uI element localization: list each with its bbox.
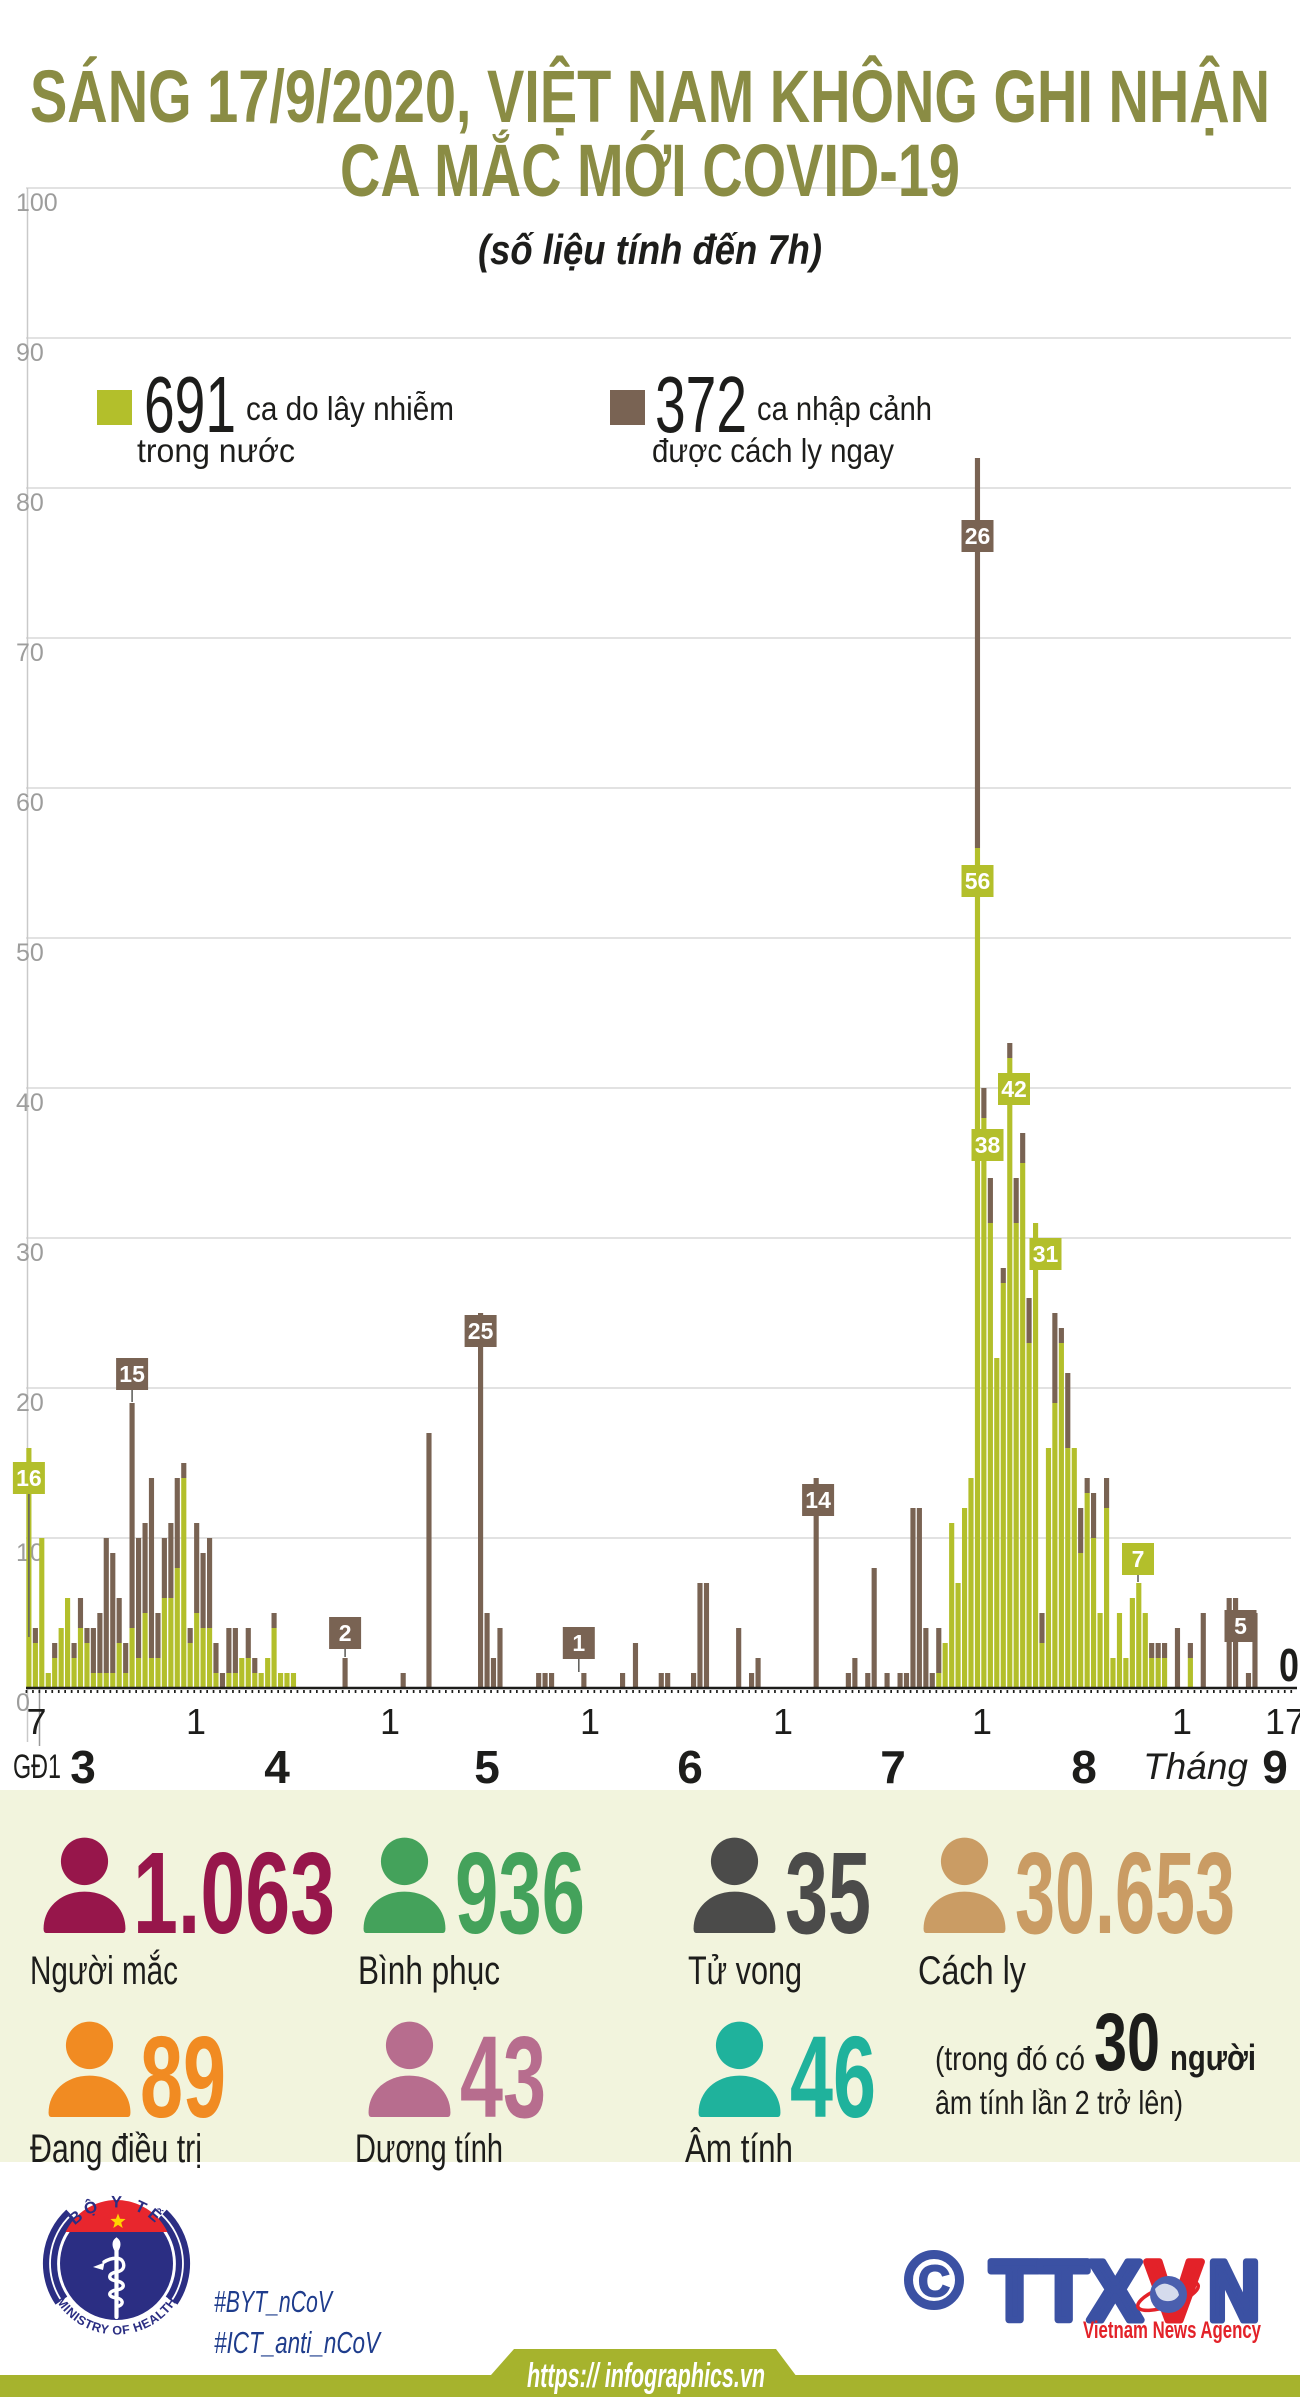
svg-text:6: 6 xyxy=(677,1741,703,1793)
svg-text:30: 30 xyxy=(1094,1997,1160,2088)
svg-text:0: 0 xyxy=(1279,1639,1299,1691)
svg-text:1: 1 xyxy=(972,1701,992,1742)
svg-text:372: 372 xyxy=(655,360,747,449)
svg-text:42: 42 xyxy=(1001,1076,1027,1102)
svg-text:#BYT_nCoV: #BYT_nCoV xyxy=(214,2284,334,2319)
svg-text:Đang điều trị: Đang điều trị xyxy=(30,2127,202,2171)
svg-text:7: 7 xyxy=(1132,1546,1145,1572)
svg-text:1: 1 xyxy=(186,1701,206,1742)
svg-text:89: 89 xyxy=(140,2012,226,2142)
svg-text:46: 46 xyxy=(790,2012,876,2142)
svg-text:SÁNG 17/9/2020, VIỆT NAM KHÔNG: SÁNG 17/9/2020, VIỆT NAM KHÔNG GHI NHẬN xyxy=(30,55,1270,138)
svg-text:43: 43 xyxy=(460,2012,546,2142)
svg-text:Tháng: Tháng xyxy=(1143,1746,1248,1787)
svg-text:1: 1 xyxy=(580,1701,600,1742)
svg-text:936: 936 xyxy=(455,1828,585,1958)
svg-text:1.063: 1.063 xyxy=(133,1828,335,1958)
svg-text:80: 80 xyxy=(16,489,44,517)
svg-text:15: 15 xyxy=(119,1361,145,1387)
svg-text:40: 40 xyxy=(16,1089,44,1117)
svg-text:Vietnam News Agency: Vietnam News Agency xyxy=(1083,2317,1261,2344)
svg-text:17: 17 xyxy=(1265,1701,1300,1742)
svg-text:Âm tính: Âm tính xyxy=(685,2126,793,2171)
svg-text:trong nước: trong nước xyxy=(137,432,295,469)
svg-text:25: 25 xyxy=(468,1318,494,1344)
svg-text:GĐ1: GĐ1 xyxy=(13,1748,61,1786)
svg-text:Người mắc: Người mắc xyxy=(30,1948,178,1993)
svg-text:C: C xyxy=(918,2257,950,2306)
svg-text:0: 0 xyxy=(16,1689,30,1717)
svg-text:4: 4 xyxy=(264,1741,290,1793)
svg-text:35: 35 xyxy=(785,1828,871,1958)
svg-text:56: 56 xyxy=(965,868,991,894)
svg-text:30: 30 xyxy=(16,1239,44,1267)
svg-text:3: 3 xyxy=(70,1741,96,1793)
svg-text:#ICT_anti_nCoV: #ICT_anti_nCoV xyxy=(214,2325,382,2360)
svg-text:Cách ly: Cách ly xyxy=(918,1949,1026,1993)
svg-text:9: 9 xyxy=(1262,1741,1288,1793)
svg-text:691: 691 xyxy=(144,360,236,449)
svg-text:N: N xyxy=(1208,2244,1260,2338)
svg-text:CA MẮC MỚI COVID-19: CA MẮC MỚI COVID-19 xyxy=(340,129,960,212)
svg-text:https:// infographics.vn: https:// infographics.vn xyxy=(527,2357,765,2395)
svg-text:5: 5 xyxy=(474,1741,500,1793)
svg-text:Tử vong: Tử vong xyxy=(688,1949,802,1993)
svg-text:20: 20 xyxy=(16,1389,44,1417)
svg-text:Dương tính: Dương tính xyxy=(355,2127,503,2171)
svg-text:30.653: 30.653 xyxy=(1015,1828,1235,1958)
svg-text:70: 70 xyxy=(16,639,44,667)
svg-text:TTX: TTX xyxy=(990,2244,1142,2338)
svg-text:31: 31 xyxy=(1033,1241,1059,1267)
svg-text:100: 100 xyxy=(16,189,58,217)
svg-text:ca do lây nhiễm: ca do lây nhiễm xyxy=(246,390,454,427)
svg-text:26: 26 xyxy=(965,523,991,549)
svg-text:8: 8 xyxy=(1071,1741,1097,1793)
svg-text:2: 2 xyxy=(339,1620,352,1646)
svg-text:7: 7 xyxy=(26,1701,46,1742)
svg-text:5: 5 xyxy=(1234,1613,1247,1639)
svg-text:7: 7 xyxy=(880,1741,906,1793)
svg-text:1: 1 xyxy=(380,1701,400,1742)
svg-text:1: 1 xyxy=(572,1630,585,1656)
svg-text:38: 38 xyxy=(975,1132,1001,1158)
svg-text:người: người xyxy=(1170,2037,1256,2078)
svg-text:60: 60 xyxy=(16,789,44,817)
svg-text:được cách ly ngay: được cách ly ngay xyxy=(652,432,894,469)
svg-text:14: 14 xyxy=(805,1487,831,1513)
svg-text:16: 16 xyxy=(16,1465,42,1491)
svg-text:90: 90 xyxy=(16,339,44,367)
svg-text:(trong đó có: (trong đó có xyxy=(935,2040,1085,2077)
svg-text:1: 1 xyxy=(773,1701,793,1742)
svg-text:âm tính lần 2 trở lên): âm tính lần 2 trở lên) xyxy=(935,2084,1183,2121)
svg-text:50: 50 xyxy=(16,939,44,967)
svg-text:(số liệu tính đến 7h): (số liệu tính đến 7h) xyxy=(478,226,822,273)
svg-text:ca nhập cảnh: ca nhập cảnh xyxy=(757,390,932,427)
svg-text:1: 1 xyxy=(1172,1701,1192,1742)
svg-text:Bình phục: Bình phục xyxy=(358,1949,500,1993)
